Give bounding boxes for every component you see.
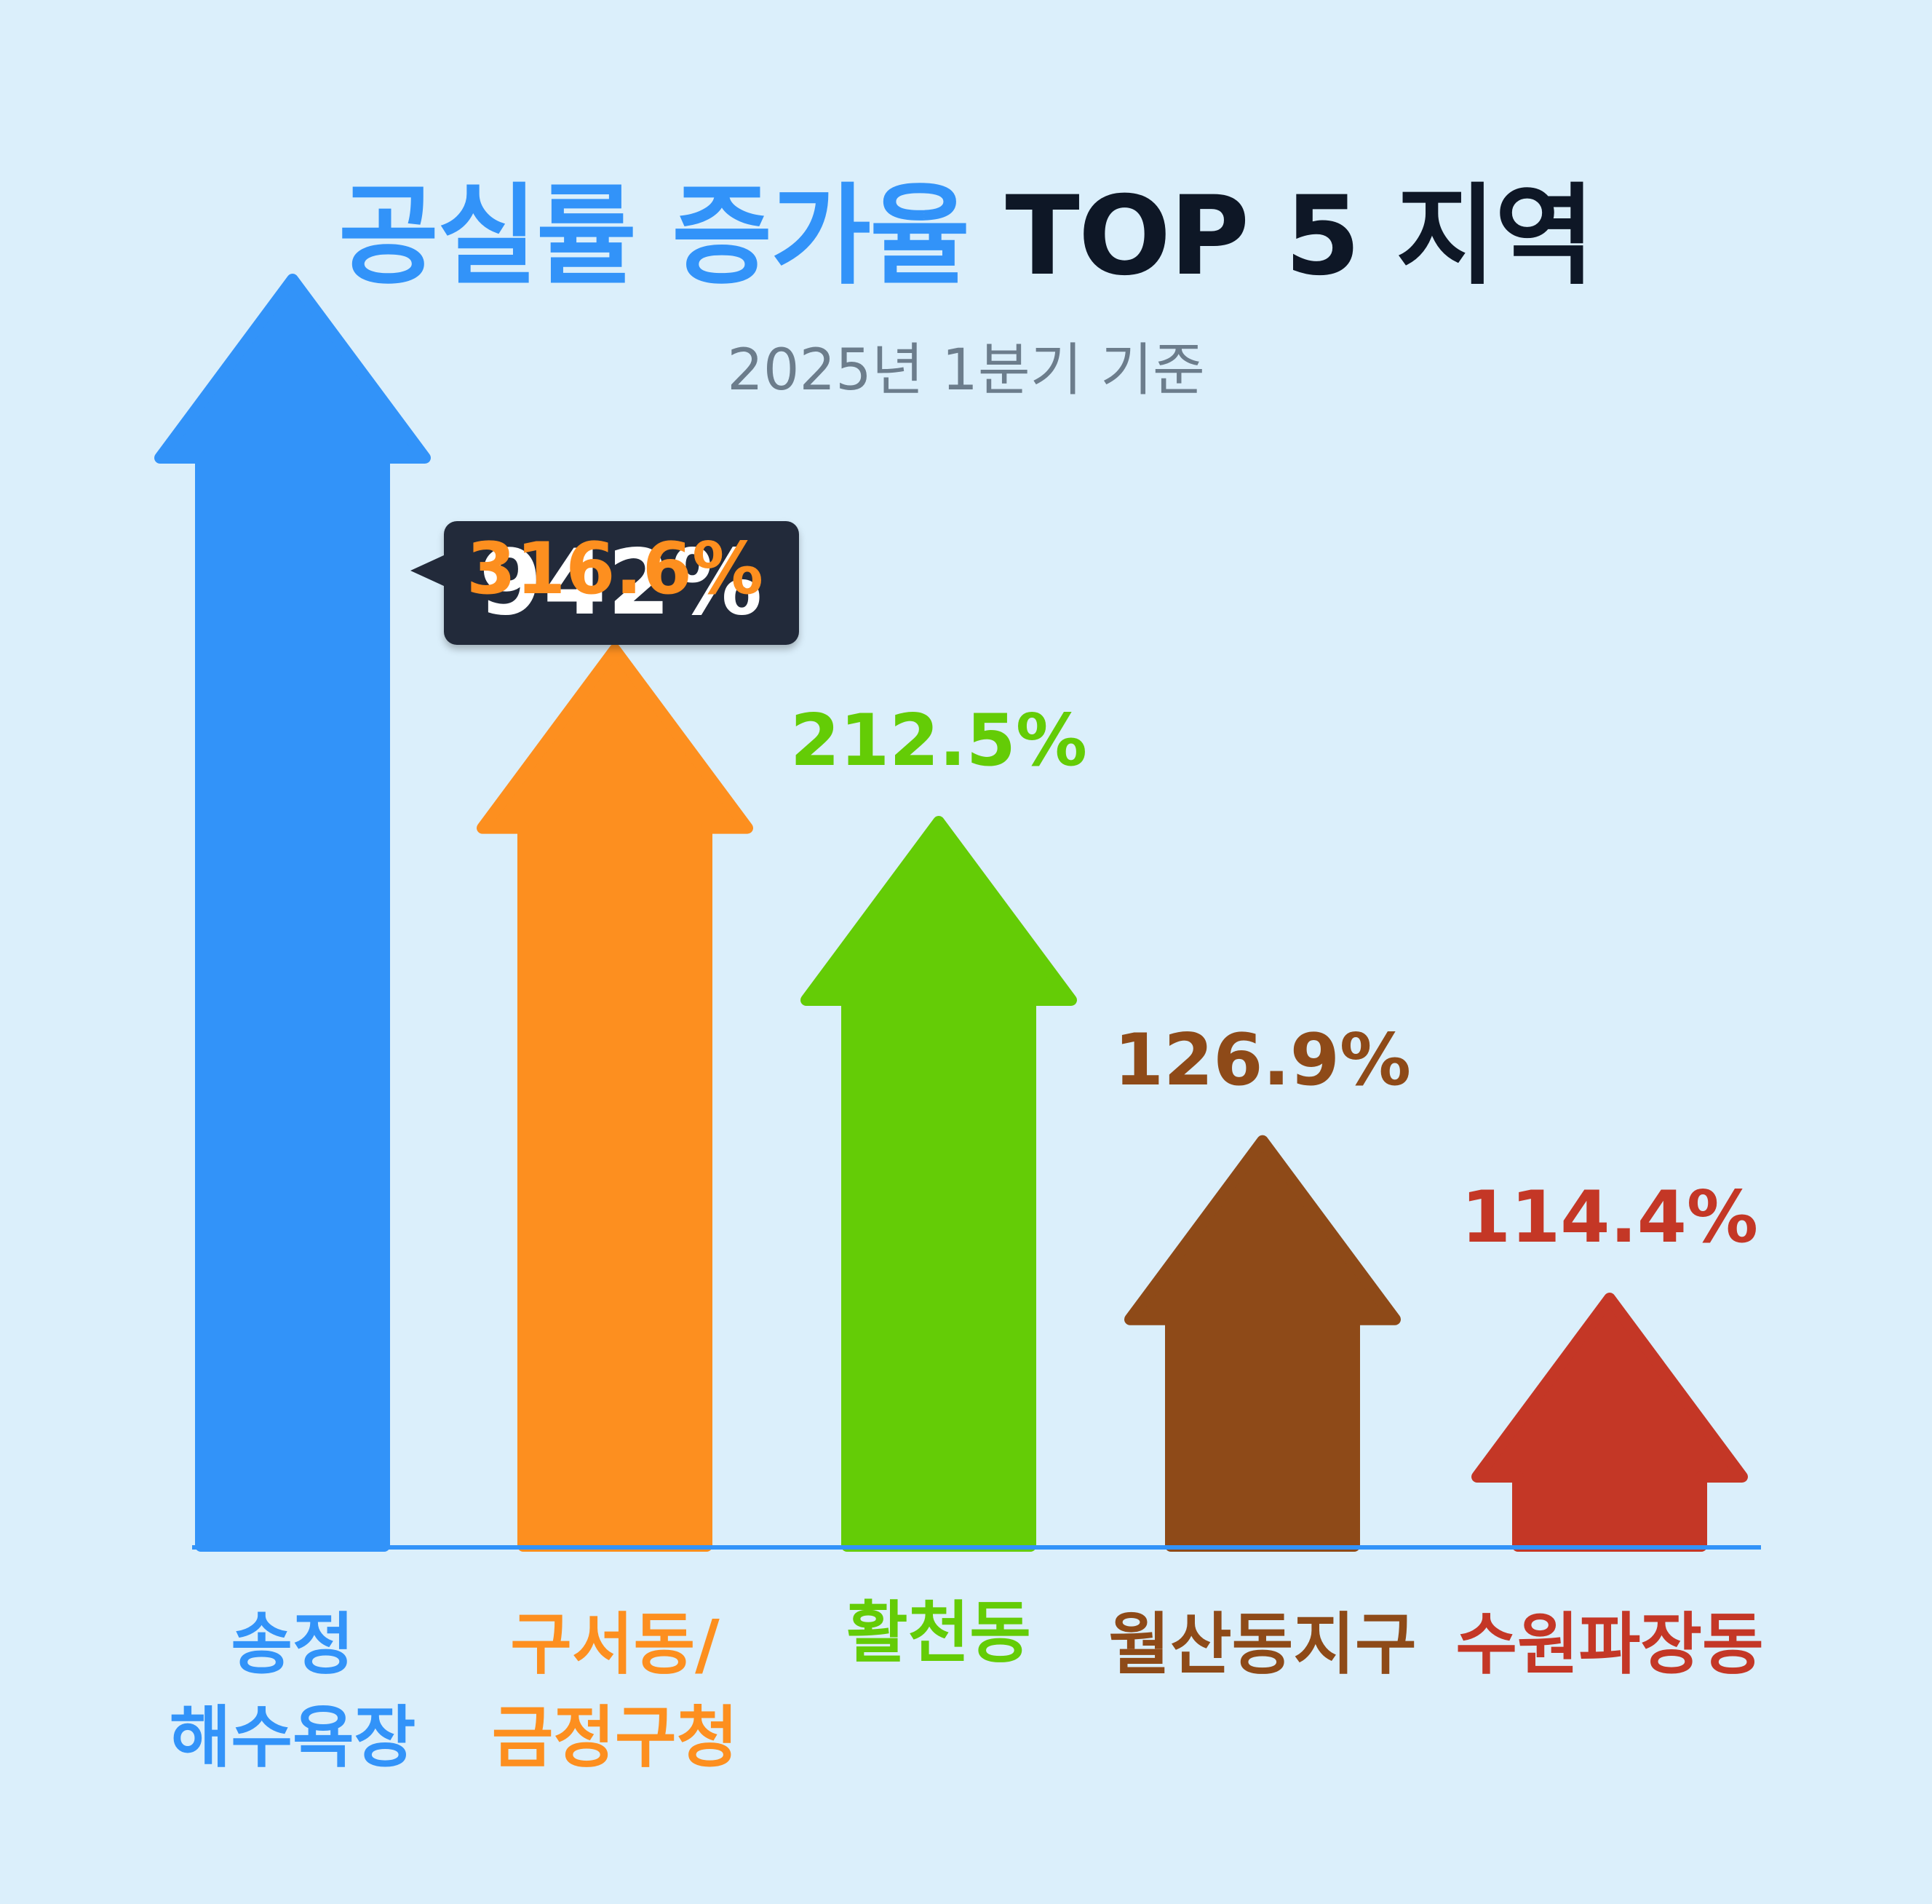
category-label: 활천동 bbox=[846, 1594, 1031, 1672]
category-label: 구서동/ 금정구청 bbox=[491, 1606, 739, 1777]
category-label: 월산동지구 bbox=[1108, 1606, 1417, 1683]
chart-title: 공실률 증가율 TOP 5 지역 bbox=[0, 182, 1932, 291]
data-label: 114.4% bbox=[1460, 1176, 1759, 1259]
bar-arrow bbox=[477, 643, 753, 1552]
category-label: 수원파장동 bbox=[1455, 1606, 1764, 1683]
bar-arrow bbox=[154, 274, 431, 1552]
data-label: 212.5% bbox=[790, 699, 1088, 782]
chart-title-rest: TOP 5 지역 bbox=[1005, 173, 1595, 300]
bar-arrow bbox=[800, 816, 1077, 1552]
bar-arrow bbox=[1124, 1135, 1401, 1552]
data-label: 942% bbox=[479, 531, 764, 635]
data-label: 126.9% bbox=[1113, 1018, 1412, 1102]
chart-title-highlight: 공실률 증가율 bbox=[338, 173, 970, 300]
bar-arrow bbox=[1471, 1293, 1748, 1552]
data-label: 316.6% bbox=[466, 527, 764, 611]
chart-subtitle: 2025년 1분기 기준 bbox=[727, 338, 1205, 403]
category-label: 송정 해수욕장 bbox=[169, 1606, 416, 1777]
value-callout: 942% bbox=[410, 521, 799, 645]
